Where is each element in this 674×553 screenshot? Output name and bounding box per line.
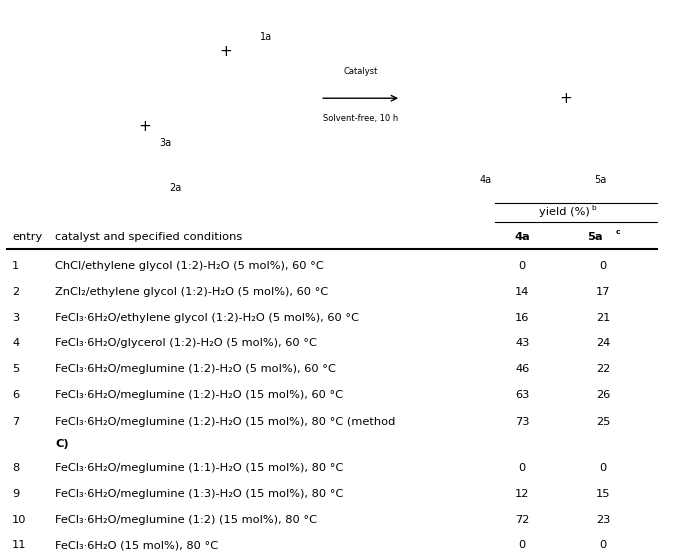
Text: 5a: 5a [594,175,606,185]
Text: +: + [139,119,151,134]
Text: 0: 0 [600,540,607,550]
Text: b: b [592,205,596,211]
Text: 26: 26 [596,390,611,400]
Text: FeCl₃·6H₂O/meglumine (1:2)-H₂O (5 mol%), 60 °C: FeCl₃·6H₂O/meglumine (1:2)-H₂O (5 mol%),… [55,364,336,374]
Text: 8: 8 [12,463,20,473]
Text: 0: 0 [600,463,607,473]
Text: 5a: 5a [587,232,603,242]
Text: ZnCl₂/ethylene glycol (1:2)-H₂O (5 mol%), 60 °C: ZnCl₂/ethylene glycol (1:2)-H₂O (5 mol%)… [55,286,328,296]
Text: 1: 1 [12,261,20,271]
Text: 24: 24 [596,338,611,348]
Text: 4a: 4a [479,175,491,185]
Text: 15: 15 [596,489,611,499]
Text: 11: 11 [12,540,27,550]
Text: 10: 10 [12,515,27,525]
Text: 17: 17 [596,286,611,296]
Text: FeCl₃·6H₂O/meglumine (1:2)-H₂O (15 mol%), 60 °C: FeCl₃·6H₂O/meglumine (1:2)-H₂O (15 mol%)… [55,390,343,400]
Text: FeCl₃·6H₂O/meglumine (1:2) (15 mol%), 80 °C: FeCl₃·6H₂O/meglumine (1:2) (15 mol%), 80… [55,515,317,525]
Text: 2a: 2a [169,183,181,193]
Text: FeCl₃·6H₂O/meglumine (1:3)-H₂O (15 mol%), 80 °C: FeCl₃·6H₂O/meglumine (1:3)-H₂O (15 mol%)… [55,489,344,499]
Text: 25: 25 [596,418,611,427]
Text: 0: 0 [600,261,607,271]
Text: 0: 0 [519,463,526,473]
Text: ChCl/ethylene glycol (1:2)-H₂O (5 mol%), 60 °C: ChCl/ethylene glycol (1:2)-H₂O (5 mol%),… [55,261,324,271]
Text: 4a: 4a [514,232,530,242]
Text: 6: 6 [12,390,20,400]
Text: 43: 43 [515,338,530,348]
Text: 14: 14 [515,286,530,296]
Text: FeCl₃·6H₂O/glycerol (1:2)-H₂O (5 mol%), 60 °C: FeCl₃·6H₂O/glycerol (1:2)-H₂O (5 mol%), … [55,338,317,348]
Text: 3a: 3a [159,138,171,148]
Text: 9: 9 [12,489,20,499]
Text: 16: 16 [515,312,530,322]
Text: c: c [615,229,619,235]
Text: FeCl₃·6H₂O (15 mol%), 80 °C: FeCl₃·6H₂O (15 mol%), 80 °C [55,540,218,550]
Text: Catalyst: Catalyst [343,67,378,76]
Text: +: + [220,44,232,59]
Text: 0: 0 [519,261,526,271]
Text: FeCl₃·6H₂O/meglumine (1:1)-H₂O (15 mol%), 80 °C: FeCl₃·6H₂O/meglumine (1:1)-H₂O (15 mol%)… [55,463,344,473]
Text: 7: 7 [12,418,20,427]
Text: 1a: 1a [260,32,272,42]
Text: FeCl₃·6H₂O/ethylene glycol (1:2)-H₂O (5 mol%), 60 °C: FeCl₃·6H₂O/ethylene glycol (1:2)-H₂O (5 … [55,312,359,322]
Text: 46: 46 [515,364,530,374]
Text: 22: 22 [596,364,611,374]
Text: yield (%): yield (%) [539,206,590,217]
Text: 21: 21 [596,312,611,322]
Text: 12: 12 [515,489,530,499]
Text: 72: 72 [515,515,530,525]
Text: catalyst and specified conditions: catalyst and specified conditions [55,232,243,242]
Text: 3: 3 [12,312,20,322]
Text: Solvent-free, 10 h: Solvent-free, 10 h [323,114,398,123]
Text: C): C) [55,440,69,450]
Text: 63: 63 [515,390,530,400]
Text: 0: 0 [519,540,526,550]
Text: 4: 4 [12,338,20,348]
Text: 73: 73 [515,418,530,427]
Text: 5: 5 [12,364,20,374]
Text: 23: 23 [596,515,611,525]
Text: FeCl₃·6H₂O/meglumine (1:2)-H₂O (15 mol%), 80 °C (method: FeCl₃·6H₂O/meglumine (1:2)-H₂O (15 mol%)… [55,418,396,427]
Text: 2: 2 [12,286,20,296]
Text: +: + [560,91,572,106]
Text: entry: entry [12,232,42,242]
